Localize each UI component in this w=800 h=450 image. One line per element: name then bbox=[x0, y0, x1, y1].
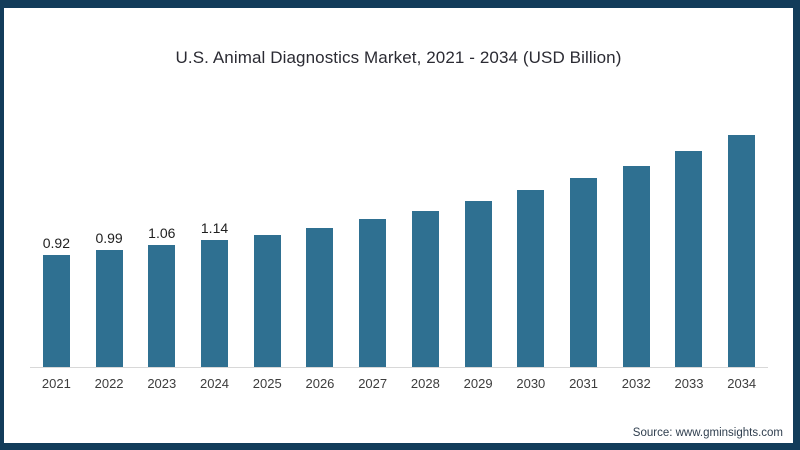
bar bbox=[253, 235, 281, 367]
bar-column bbox=[715, 100, 768, 367]
x-tick-label: 2025 bbox=[252, 376, 282, 391]
x-tick-label: 2034 bbox=[727, 376, 757, 391]
bar bbox=[517, 190, 545, 367]
bar-value-label: 0.99 bbox=[95, 230, 123, 246]
x-tick-label: 2031 bbox=[569, 376, 598, 391]
bar bbox=[411, 211, 439, 367]
bar-column bbox=[663, 100, 716, 367]
bar-column bbox=[557, 100, 610, 367]
chart-title: U.S. Animal Diagnostics Market, 2021 - 2… bbox=[175, 48, 622, 67]
x-tick-label: 2027 bbox=[358, 376, 388, 391]
x-tick-label: 2032 bbox=[621, 376, 651, 391]
bar-column bbox=[504, 100, 557, 367]
bar-column bbox=[346, 100, 399, 367]
bar-column bbox=[241, 100, 294, 367]
bar bbox=[464, 201, 492, 367]
bar-column: 0.92 bbox=[30, 100, 83, 367]
plot-area: 0.92 0.99 1.06 1.14 bbox=[30, 100, 768, 368]
bar bbox=[306, 228, 334, 367]
source-attribution: Source: www.gminsights.com bbox=[632, 427, 783, 439]
bar bbox=[95, 250, 123, 367]
bar bbox=[359, 219, 387, 367]
x-tick-label: 2026 bbox=[305, 376, 335, 391]
bar bbox=[148, 245, 176, 367]
bar bbox=[728, 135, 756, 367]
bar-value-label: 1.06 bbox=[148, 225, 176, 241]
x-axis-labels: 2021 2022 2023 2024 2025 2026 2027 2028 2029 2030… bbox=[30, 376, 768, 392]
bar bbox=[42, 255, 70, 367]
x-tick-label: 2023 bbox=[147, 376, 177, 391]
bar bbox=[570, 178, 598, 367]
bar-column: 1.06 bbox=[135, 100, 188, 367]
x-tick-label: 2024 bbox=[200, 376, 229, 391]
bar-column: 0.99 bbox=[83, 100, 136, 367]
bar-column bbox=[399, 100, 452, 367]
x-tick-label: 2033 bbox=[674, 376, 704, 391]
bar-column bbox=[610, 100, 663, 367]
bars-container: 0.92 0.99 1.06 1.14 bbox=[30, 100, 768, 368]
bar bbox=[675, 151, 703, 367]
x-tick-label: 2030 bbox=[516, 376, 546, 391]
bar bbox=[201, 240, 229, 367]
bar-column bbox=[294, 100, 347, 367]
bar bbox=[622, 166, 650, 367]
x-tick-label: 2022 bbox=[94, 376, 124, 391]
x-tick-label: 2021 bbox=[41, 376, 71, 391]
x-tick-label: 2028 bbox=[410, 376, 440, 391]
bar-column bbox=[452, 100, 505, 367]
bar-value-label: 1.14 bbox=[200, 220, 229, 236]
bar-column: 1.14 bbox=[188, 100, 241, 367]
x-tick-label: 2029 bbox=[463, 376, 493, 391]
bar-value-label: 0.92 bbox=[42, 235, 70, 251]
